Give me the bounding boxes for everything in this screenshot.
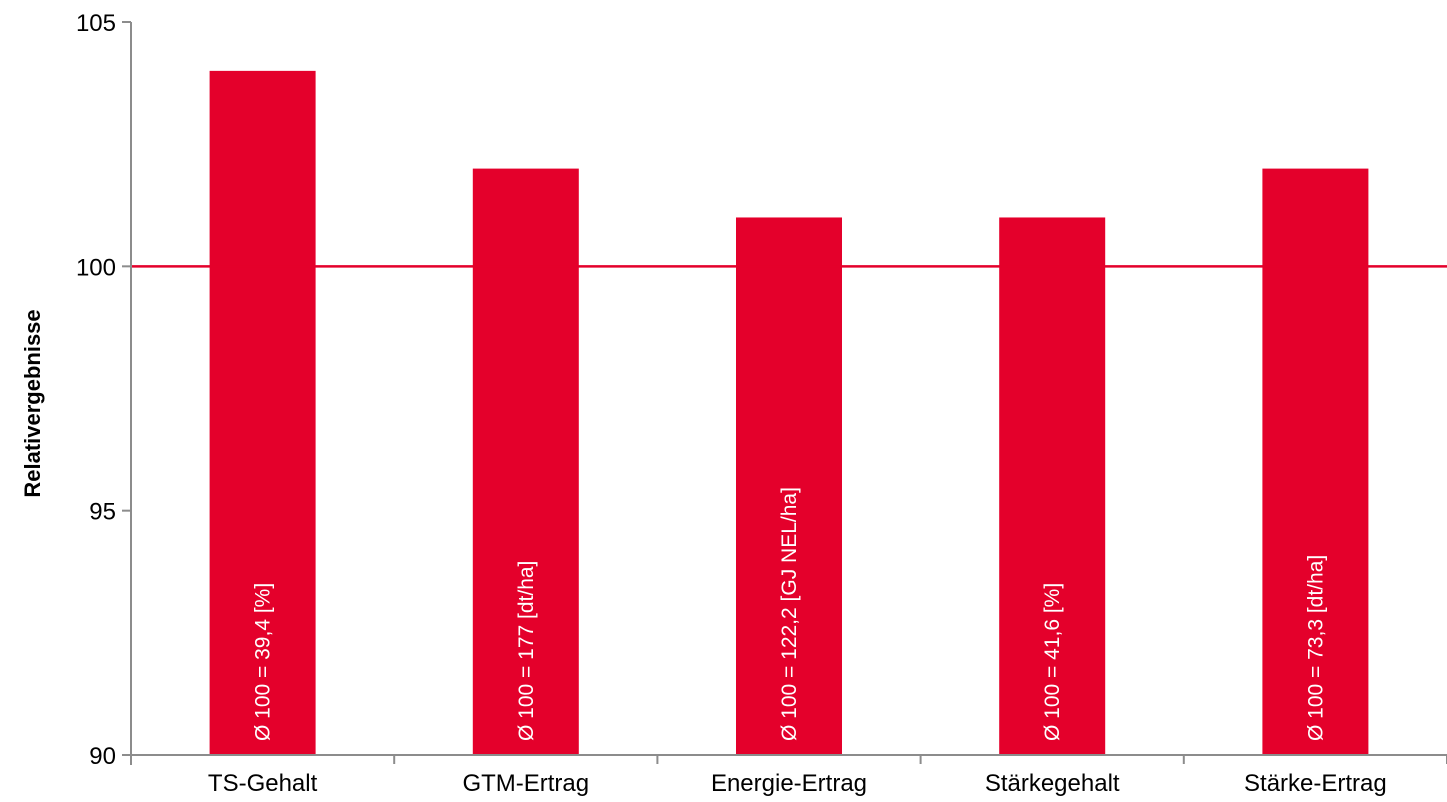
bar-1: [209, 70, 316, 755]
y-tick-label: 90: [89, 743, 116, 770]
x-category-label: Energie-Ertrag: [711, 770, 867, 797]
bar-3: [736, 217, 842, 755]
x-category-label: GTM-Ertrag: [462, 770, 589, 797]
x-axis-ticks: TS-Gehalt GTM-Ertrag Energie-Ertrag Stärkeg…: [208, 755, 1447, 797]
bar-4: [999, 217, 1106, 755]
bar-label-1: Ø 100 = 39,4 [%]: [252, 583, 275, 741]
bar-label-5: Ø 100 = 73,3 [dt/ha]: [1304, 555, 1327, 741]
x-category-label: Stärke-Ertrag: [1244, 770, 1387, 797]
y-tick-label: 100: [76, 254, 116, 281]
bar-label-2: Ø 100 = 177 [dt/ha]: [515, 561, 538, 741]
y-tick-label: 95: [89, 499, 116, 526]
y-axis-title: Relativergebnisse: [20, 309, 45, 497]
y-axis-ticks: 90 95 100 105: [76, 10, 131, 770]
y-tick-label: 105: [76, 10, 116, 37]
x-category-label: TS-Gehalt: [208, 770, 318, 797]
bar-labels-group: Ø 100 = 39,4 [%] Ø 100 = 177 [dt/ha] Ø 100…: [252, 487, 1328, 741]
bar-label-3: Ø 100 = 122,2 [GJ NEL/ha]: [778, 487, 801, 741]
bar-label-4: Ø 100 = 41,6 [%]: [1041, 583, 1064, 741]
x-category-label: Stärkegehalt: [985, 770, 1120, 797]
